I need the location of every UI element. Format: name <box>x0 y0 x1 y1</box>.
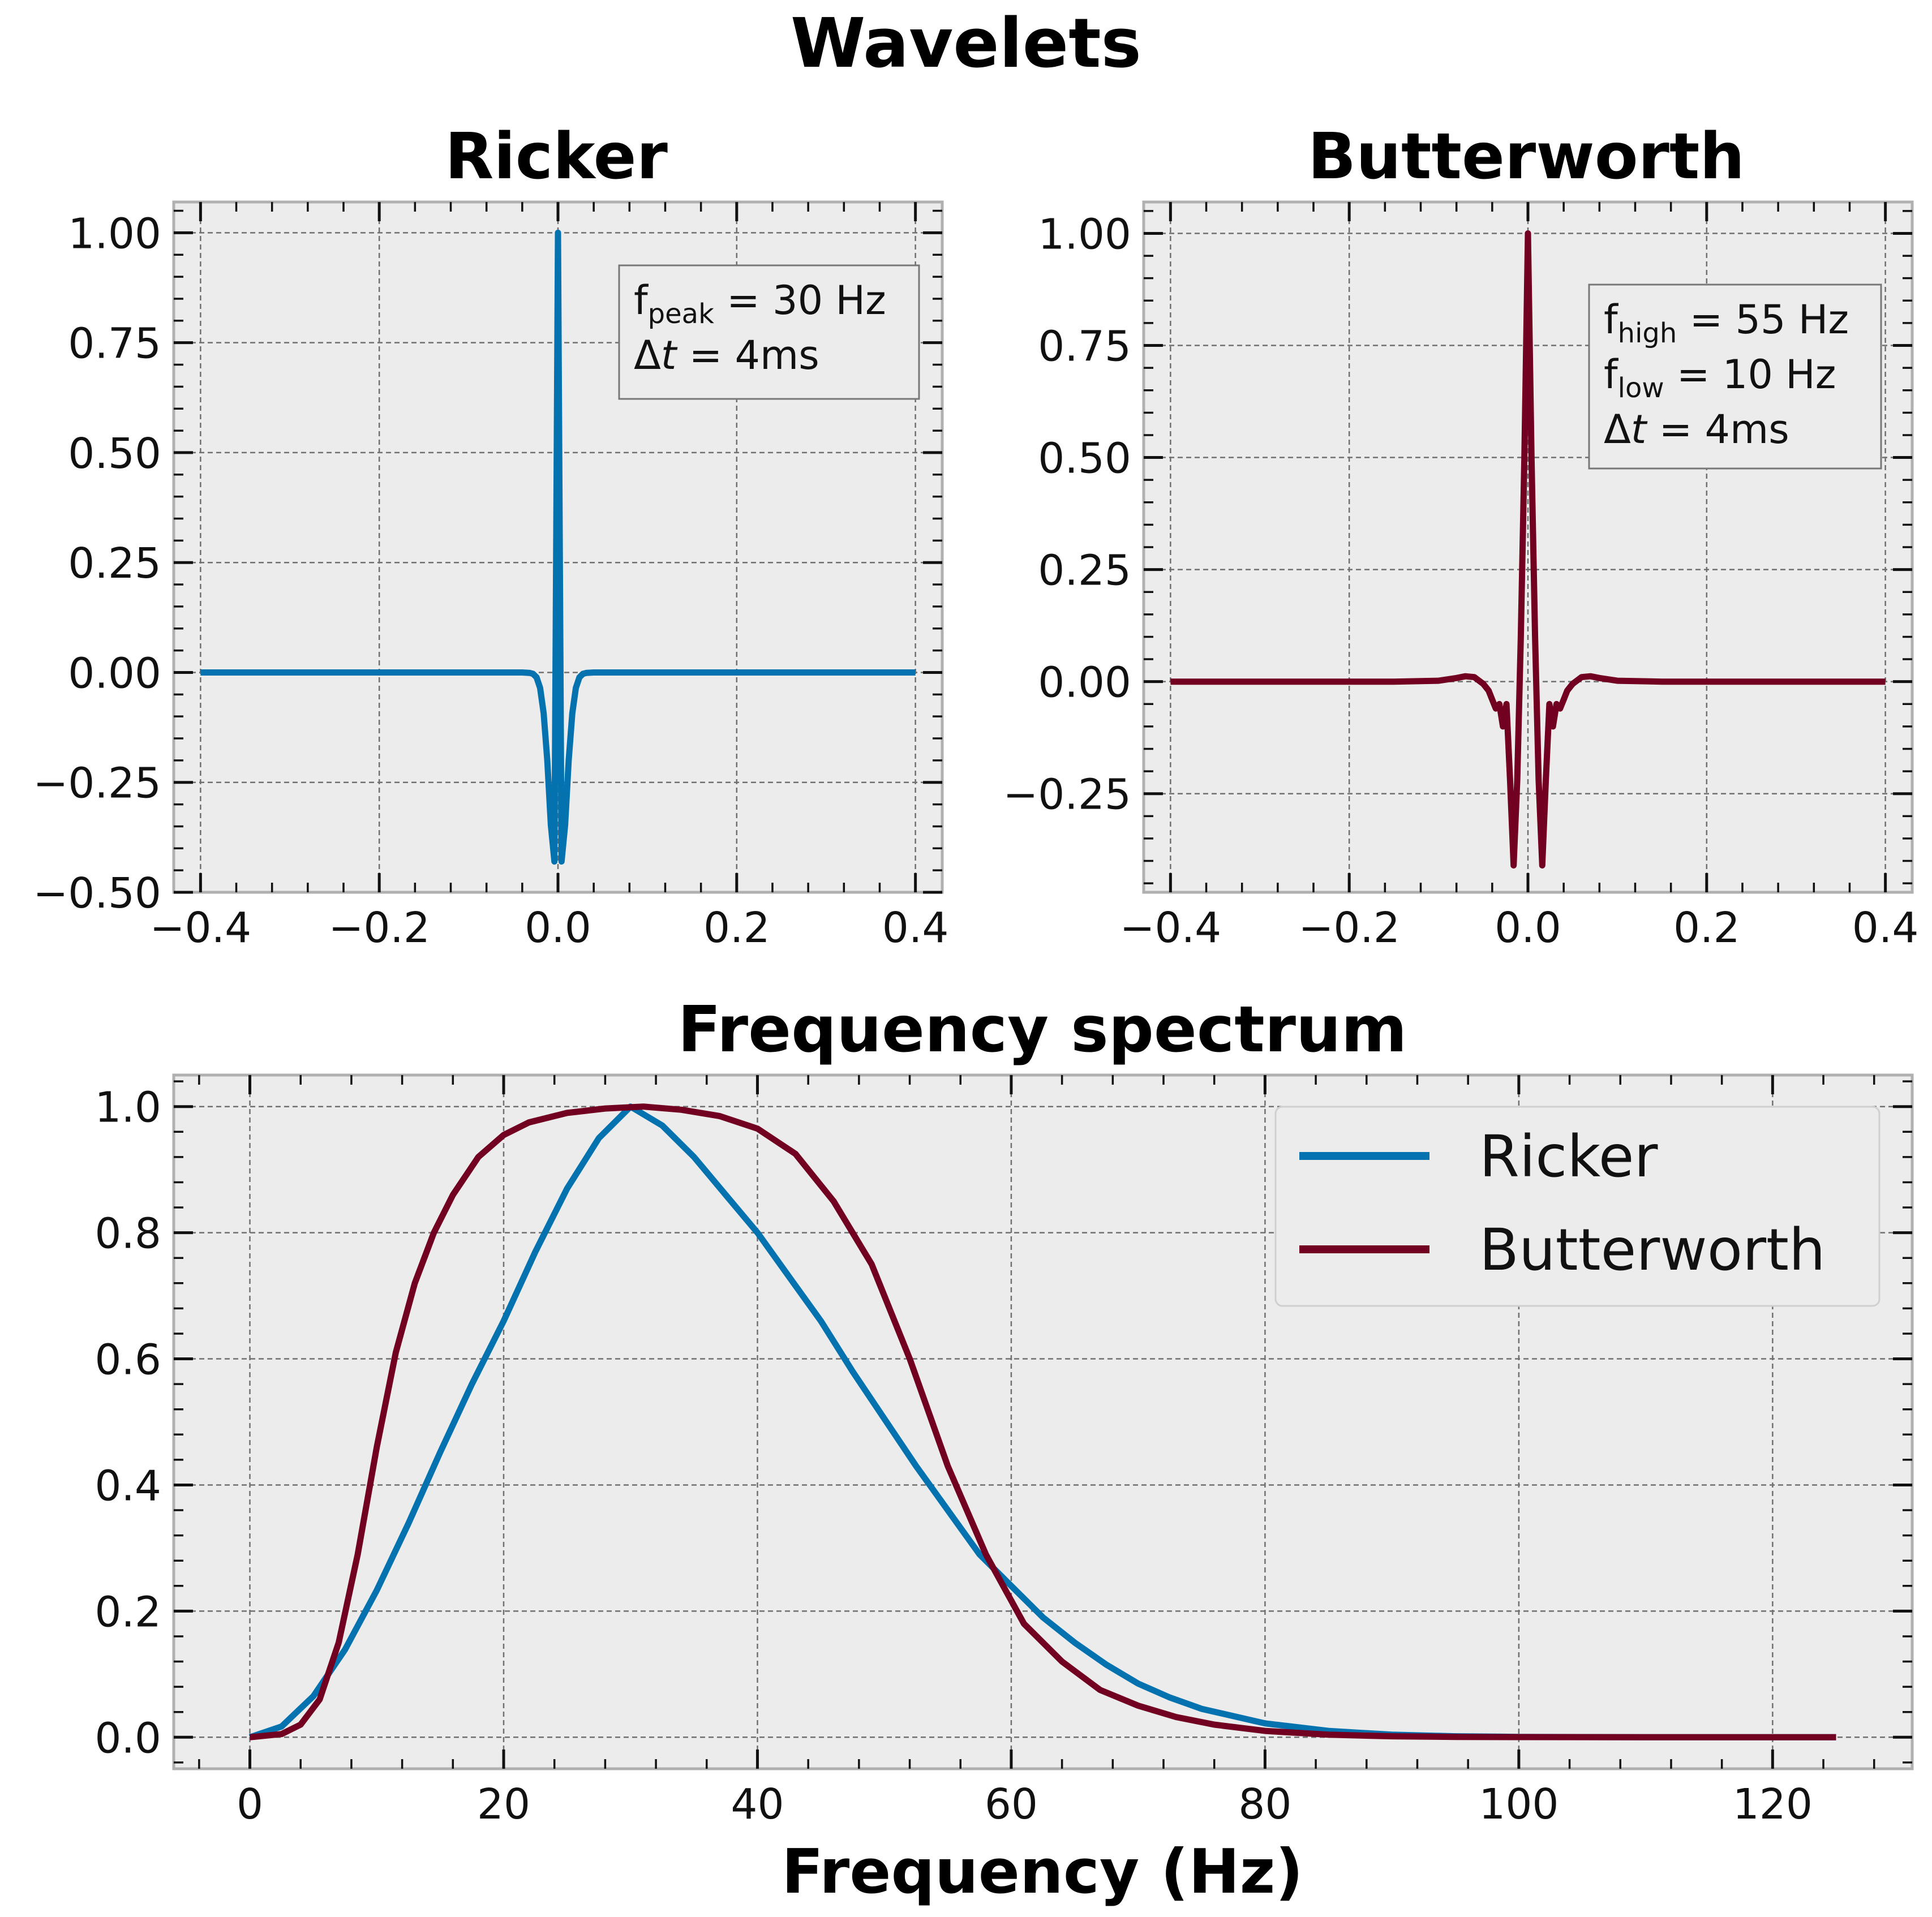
butterworth-y-tick-label: 0.75 <box>1038 323 1131 371</box>
butterworth-series-line-0 <box>1170 230 1886 869</box>
ricker-annotation-box <box>618 264 920 400</box>
spectrum-y-tick-label: 0.4 <box>95 1462 161 1510</box>
spectrum-axes-frame <box>172 1073 1914 1770</box>
spectrum-x-tick-label: 20 <box>477 1780 530 1829</box>
butterworth-plot: −0.4 −0.2 0.0 0.2 0.4 −0.25 0.00 0.25 0.50 0.75 1.… <box>1003 200 1919 952</box>
butterworth-y-tick-label: 0.00 <box>1038 659 1131 707</box>
spectrum-y-tick-label: 0.0 <box>95 1714 161 1763</box>
ricker-y-tick-label: −0.50 <box>33 869 161 918</box>
ricker-plot: −0.4 −0.2 0.0 0.2 0.4 −0.50 −0.25 0.00 0.25 0.50 0… <box>33 200 949 952</box>
butterworth-annotation-line: flow = 10 Hz <box>1604 351 1836 404</box>
ricker-annotation-line: Δt = 4ms <box>634 332 819 379</box>
spectrum-legend-label: Butterworth <box>1479 1217 1826 1284</box>
spectrum-legend-label: Ricker <box>1479 1123 1658 1190</box>
butterworth-y-tick-label: 0.25 <box>1038 547 1131 595</box>
ricker-y-tick-label: 0.25 <box>68 539 161 588</box>
ricker-x-tick-label: 0.4 <box>882 904 949 952</box>
spectrum-x-tick-label: 0 <box>237 1780 263 1829</box>
spectrum-x-label: Frequency (Hz) <box>782 1837 1303 1907</box>
ricker-x-tick-label: −0.4 <box>150 904 252 952</box>
butterworth-x-tick-label: −0.4 <box>1120 904 1222 952</box>
spectrum-y-tick-label: 0.2 <box>95 1588 161 1636</box>
ricker-x-tick-label: −0.2 <box>328 904 430 952</box>
butterworth-y-tick-label: −0.25 <box>1003 771 1131 819</box>
ricker-x-tick-label: 0.2 <box>703 904 770 952</box>
ricker-y-tick-label: 0.75 <box>68 320 161 368</box>
butterworth-x-tick-label: 0.2 <box>1673 904 1740 952</box>
spectrum-series-line-0 <box>248 1103 1836 1740</box>
butterworth-annotation-box <box>1588 283 1882 470</box>
ricker-title: Ricker <box>445 120 668 194</box>
butterworth-x-tick-label: −0.2 <box>1298 904 1400 952</box>
butterworth-x-tick-label: 0.4 <box>1852 904 1919 952</box>
ricker-series-line-0 <box>200 229 916 865</box>
ricker-x-tick-label: 0.0 <box>525 904 591 952</box>
spectrum-title: Frequency spectrum <box>678 993 1407 1067</box>
spectrum-plot: 0 20 40 60 80 100 120 0.0 0.2 0.4 0.6 0.8 1.0 Ricker B… <box>95 1073 1914 1829</box>
butterworth-annotation-line: Δt = 4ms <box>1604 406 1789 453</box>
ricker-y-tick-label: 0.50 <box>68 429 161 478</box>
butterworth-annotation-line: fhigh = 55 Hz <box>1604 296 1849 349</box>
ricker-y-tick-label: 0.00 <box>68 649 161 698</box>
spectrum-x-tick-label: 120 <box>1733 1780 1813 1829</box>
spectrum-series-line-1 <box>249 1103 1836 1740</box>
spectrum-y-tick-label: 0.6 <box>95 1336 161 1385</box>
ricker-annotation-line: fpeak = 30 Hz <box>634 277 886 330</box>
butterworth-y-tick-label: 0.50 <box>1038 435 1131 483</box>
spectrum-x-tick-label: 80 <box>1238 1780 1291 1829</box>
spectrum-y-tick-label: 1.0 <box>95 1084 161 1132</box>
figure-title: Wavelets <box>791 5 1141 83</box>
butterworth-y-tick-label: 1.00 <box>1038 210 1131 259</box>
butterworth-x-tick-label: 0.0 <box>1495 904 1561 952</box>
spectrum-y-tick-label: 0.8 <box>95 1210 161 1258</box>
ricker-y-tick-label: 1.00 <box>68 209 161 258</box>
butterworth-title: Butterworth <box>1308 120 1745 194</box>
spectrum-x-tick-label: 60 <box>985 1780 1038 1829</box>
ricker-y-tick-label: −0.25 <box>33 759 161 808</box>
spectrum-x-tick-label: 40 <box>731 1780 784 1829</box>
spectrum-x-tick-label: 100 <box>1479 1780 1559 1829</box>
